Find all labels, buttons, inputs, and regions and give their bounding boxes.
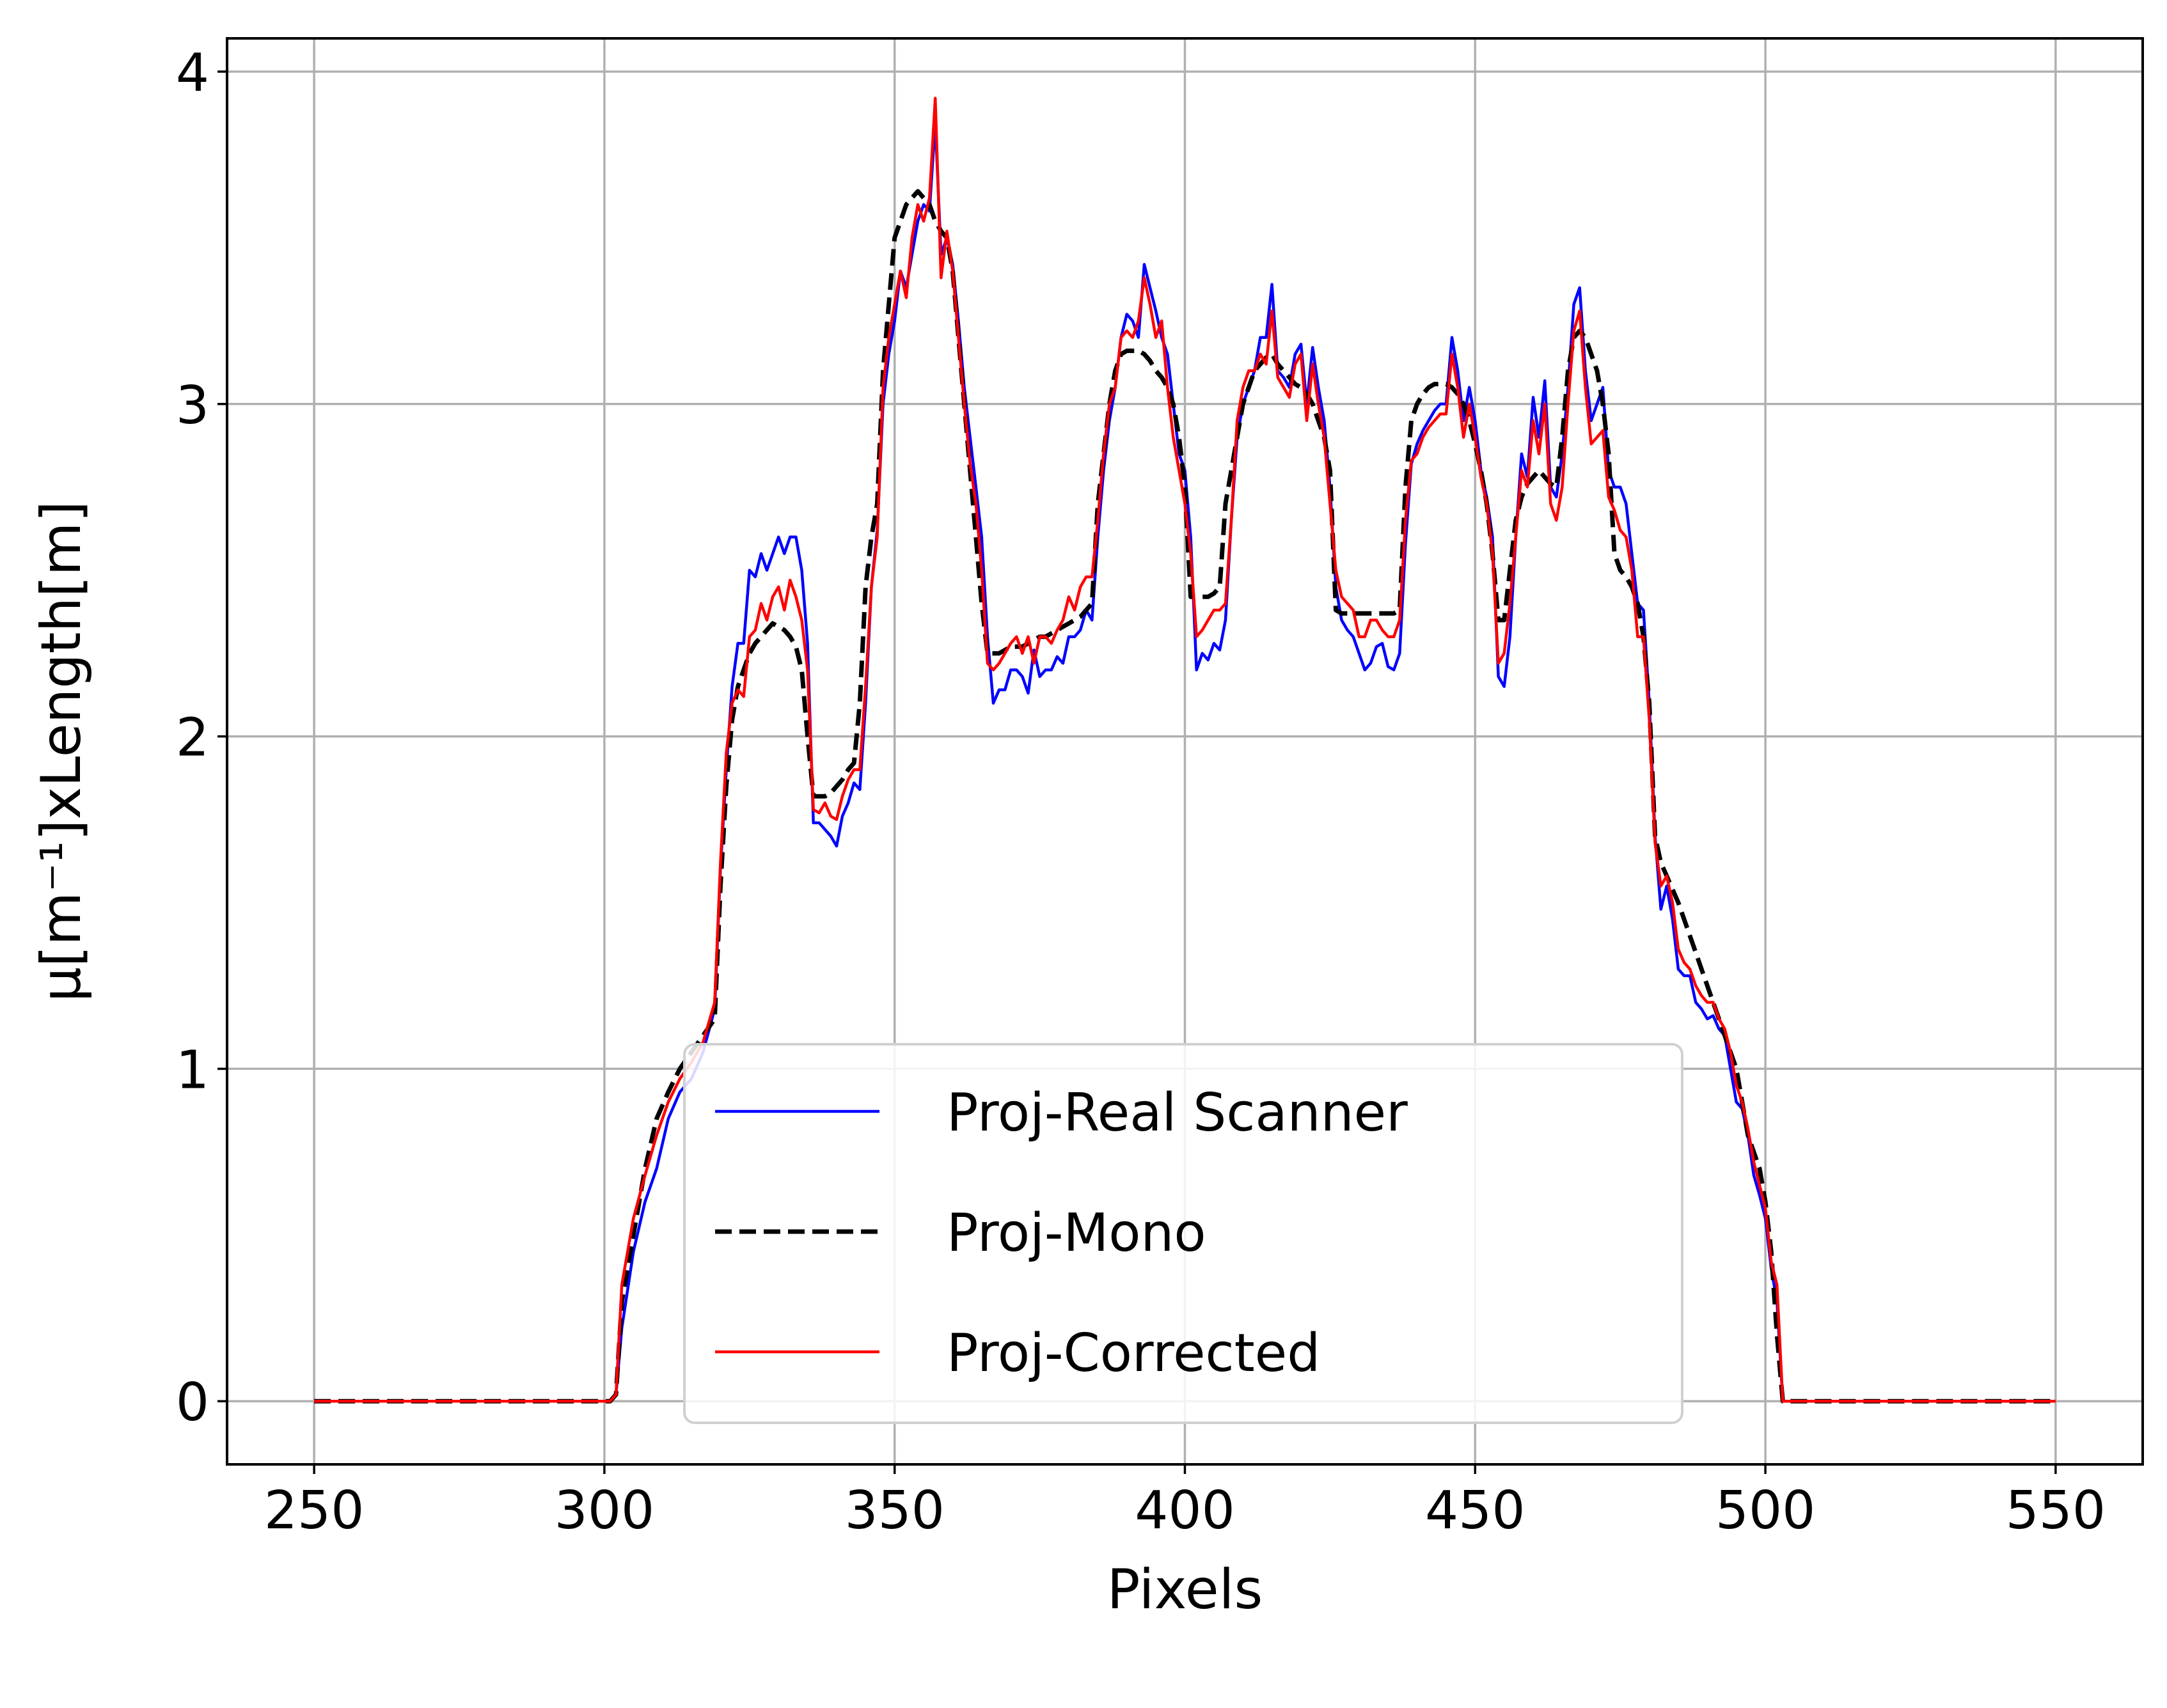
series-line-proj-real-scanner (314, 120, 2056, 1403)
legend-label-proj-corrected: Proj-Corrected (947, 1323, 1320, 1384)
x-tick-label: 350 (844, 1480, 945, 1541)
x-tick-label: 250 (264, 1480, 365, 1541)
legend-label-proj-mono: Proj-Mono (947, 1203, 1206, 1264)
legend-label-proj-real-scanner: Proj-Real Scanner (947, 1083, 1408, 1143)
axis-ticks: 250 300 350 400 450 500 550 0 1 2 3 4 (176, 43, 2106, 1541)
x-tick-label: 450 (1425, 1480, 1525, 1541)
y-tick-label: 4 (176, 43, 209, 104)
x-tick-label: 500 (1715, 1480, 1816, 1541)
x-tick-label: 300 (555, 1480, 655, 1541)
y-tick-label: 2 (176, 708, 209, 769)
x-tick-label: 400 (1135, 1480, 1235, 1541)
x-tick-label: 550 (2006, 1480, 2106, 1541)
legend-box (683, 1043, 1683, 1424)
series-line-proj-mono (314, 189, 2056, 1404)
x-axis-title: Pixels (1107, 1558, 1263, 1622)
y-axis-title: μ[m⁻¹]xLength[m] (29, 501, 93, 1002)
series-lines (314, 97, 2056, 1404)
y-tick-label: 3 (176, 375, 209, 436)
legend: Proj-Real Scanner Proj-Mono Proj-Corrected (683, 1043, 1683, 1424)
y-tick-label: 0 (176, 1372, 209, 1433)
y-tick-label: 1 (176, 1040, 209, 1101)
series-line-proj-corrected (314, 97, 2056, 1403)
